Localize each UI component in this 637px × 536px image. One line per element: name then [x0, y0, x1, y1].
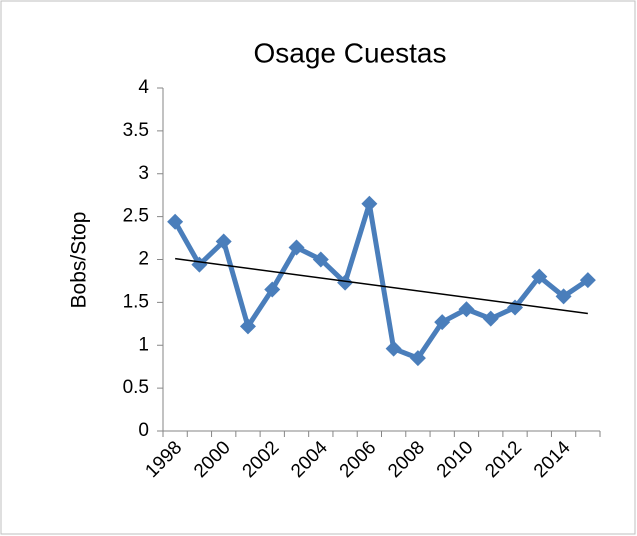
data-point [434, 314, 451, 331]
data-point [239, 318, 256, 335]
chart-title: Osage Cuestas [254, 37, 447, 68]
data-point [579, 272, 596, 289]
data-point [409, 350, 426, 367]
y-axis-label: Bobs/Stop [68, 212, 91, 309]
trendline [175, 257, 588, 315]
y-tick-label: 0.5 [123, 377, 149, 398]
y-tick-label: 3 [138, 163, 149, 184]
data-point [482, 310, 499, 327]
data-point [385, 340, 402, 357]
series-line [172, 201, 590, 361]
y-tick-label: 2 [138, 249, 149, 270]
y-tick-label: 1 [138, 334, 149, 355]
y-tick-label: 3.5 [123, 120, 149, 141]
y-tick-label: 4 [138, 77, 149, 98]
data-point [337, 274, 354, 291]
data-point [215, 233, 232, 250]
y-tick-label: 1.5 [123, 291, 149, 312]
data-point [361, 195, 378, 212]
data-point [555, 288, 572, 305]
data-point [288, 239, 305, 256]
y-tick-label: 0 [138, 420, 149, 441]
data-point [531, 268, 548, 285]
data-point [312, 251, 329, 268]
data-point [458, 301, 475, 318]
data-point [167, 213, 184, 230]
y-tick-label: 2.5 [123, 206, 149, 227]
data-point [264, 281, 281, 298]
